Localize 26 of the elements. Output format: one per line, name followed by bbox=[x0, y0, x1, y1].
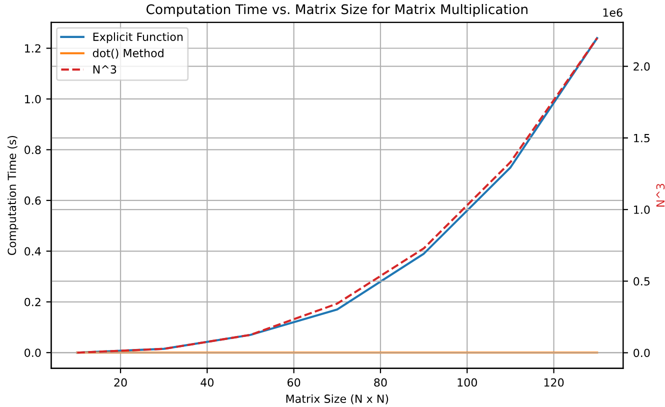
x-tick-label: 60 bbox=[288, 378, 300, 387]
x-tick-label: 120 bbox=[544, 378, 564, 387]
x-tick-label: 40 bbox=[200, 378, 214, 387]
x-tick-label: 20 bbox=[114, 378, 127, 387]
y-tick-label: 0.8 bbox=[24, 146, 41, 154]
y2-axis-title: N^3 bbox=[656, 184, 665, 207]
y2-tick-label: 0.0 bbox=[634, 348, 650, 358]
x-axis-title: Matrix Size (N x N) bbox=[286, 394, 388, 404]
legend-label: N^3 bbox=[93, 65, 116, 74]
legend-label: dot() Method bbox=[92, 48, 164, 59]
x-tick-label: 100 bbox=[458, 378, 477, 387]
y-axis-title: Computation Time (s) bbox=[8, 136, 18, 256]
y2-tick-label: 2.0 bbox=[634, 62, 650, 71]
y-tick-label: 0.2 bbox=[24, 298, 40, 306]
legend-label: Explicit Function bbox=[93, 32, 183, 44]
y-tick-label: 1.2 bbox=[25, 44, 40, 52]
y-tick-label: 0.0 bbox=[24, 348, 41, 357]
y-tick-label: 0.4 bbox=[24, 247, 41, 256]
y2-tick-label: 1.0 bbox=[634, 206, 650, 214]
y2-tick-label: 1.5 bbox=[634, 134, 650, 142]
x-tick-label: 80 bbox=[374, 378, 387, 387]
y-tick-label: 0.6 bbox=[24, 196, 41, 205]
y-tick-label: 1.0 bbox=[25, 94, 41, 104]
text: 1e6 bbox=[603, 8, 622, 17]
chart-title: Computation Time vs. Matrix Size for Matrix Multiplication bbox=[146, 4, 528, 17]
y2-tick-label: 0.5 bbox=[634, 277, 650, 286]
